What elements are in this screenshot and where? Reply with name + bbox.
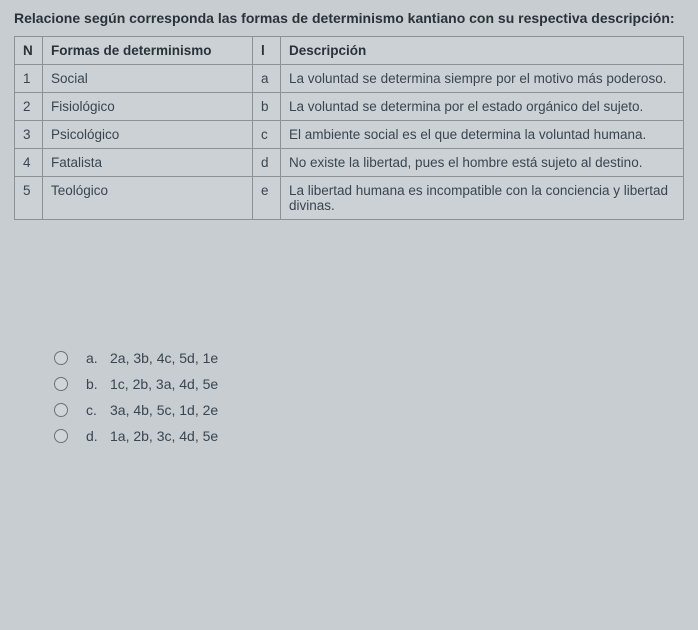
radio-icon[interactable] — [54, 429, 68, 443]
option-text: 1c, 2b, 3a, 4d, 5e — [110, 376, 218, 392]
cell-desc: El ambiente social es el que determina l… — [281, 121, 684, 149]
cell-n: 4 — [15, 149, 43, 177]
cell-n: 3 — [15, 121, 43, 149]
cell-desc: No existe la libertad, pues el hombre es… — [281, 149, 684, 177]
cell-l: b — [253, 93, 281, 121]
cell-l: e — [253, 177, 281, 220]
option-text: 1a, 2b, 3c, 4d, 5e — [110, 428, 218, 444]
cell-l: c — [253, 121, 281, 149]
option-d[interactable]: d. 1a, 2b, 3c, 4d, 5e — [54, 428, 684, 444]
table-row: 5 Teológico e La libertad humana es inco… — [15, 177, 684, 220]
option-letter: a. — [86, 350, 110, 366]
option-letter: c. — [86, 402, 110, 418]
radio-icon[interactable] — [54, 351, 68, 365]
cell-desc: La voluntad se determina siempre por el … — [281, 65, 684, 93]
cell-l: a — [253, 65, 281, 93]
cell-form: Social — [43, 65, 253, 93]
matching-table: N Formas de determinismo l Descripción 1… — [14, 36, 684, 220]
cell-desc: La libertad humana es incompatible con l… — [281, 177, 684, 220]
cell-form: Fisiológico — [43, 93, 253, 121]
cell-desc: La voluntad se determina por el estado o… — [281, 93, 684, 121]
table-row: 4 Fatalista d No existe la libertad, pue… — [15, 149, 684, 177]
option-letter: d. — [86, 428, 110, 444]
cell-n: 2 — [15, 93, 43, 121]
header-desc: Descripción — [281, 37, 684, 65]
option-a[interactable]: a. 2a, 3b, 4c, 5d, 1e — [54, 350, 684, 366]
option-letter: b. — [86, 376, 110, 392]
answer-options: a. 2a, 3b, 4c, 5d, 1e b. 1c, 2b, 3a, 4d,… — [54, 350, 684, 444]
option-text: 3a, 4b, 5c, 1d, 2e — [110, 402, 218, 418]
option-c[interactable]: c. 3a, 4b, 5c, 1d, 2e — [54, 402, 684, 418]
radio-icon[interactable] — [54, 403, 68, 417]
cell-form: Fatalista — [43, 149, 253, 177]
question-instruction: Relacione según corresponda las formas d… — [14, 10, 684, 26]
header-form: Formas de determinismo — [43, 37, 253, 65]
cell-n: 5 — [15, 177, 43, 220]
header-n: N — [15, 37, 43, 65]
table-row: 2 Fisiológico b La voluntad se determina… — [15, 93, 684, 121]
option-text: 2a, 3b, 4c, 5d, 1e — [110, 350, 218, 366]
table-header-row: N Formas de determinismo l Descripción — [15, 37, 684, 65]
table-row: 3 Psicológico c El ambiente social es el… — [15, 121, 684, 149]
cell-l: d — [253, 149, 281, 177]
cell-form: Psicológico — [43, 121, 253, 149]
option-b[interactable]: b. 1c, 2b, 3a, 4d, 5e — [54, 376, 684, 392]
header-l: l — [253, 37, 281, 65]
cell-form: Teológico — [43, 177, 253, 220]
cell-n: 1 — [15, 65, 43, 93]
radio-icon[interactable] — [54, 377, 68, 391]
table-row: 1 Social a La voluntad se determina siem… — [15, 65, 684, 93]
